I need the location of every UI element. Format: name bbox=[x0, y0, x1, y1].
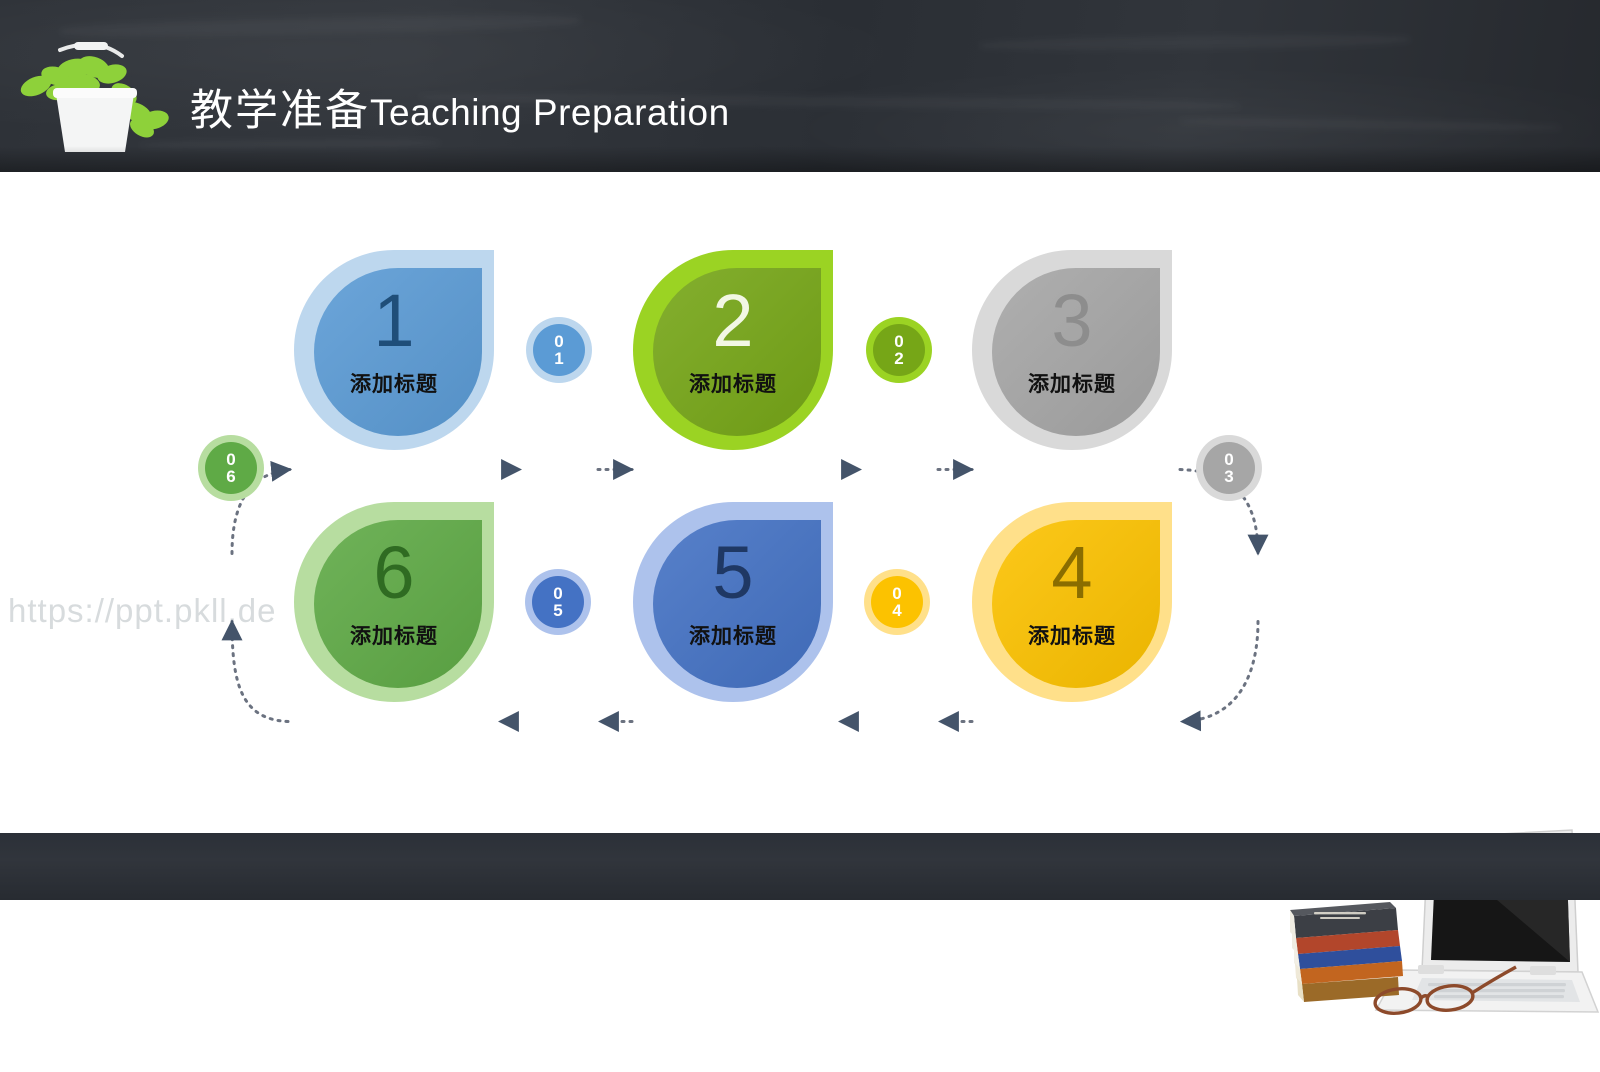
page-title-en: Teaching Preparation bbox=[370, 92, 730, 133]
step-marker-core: 0 4 bbox=[871, 576, 923, 628]
chalk-streak bbox=[1180, 117, 1560, 133]
card-label: 添加标题 bbox=[350, 625, 438, 648]
step-marker-01[interactable]: 0 1 bbox=[526, 317, 592, 383]
plant-bucket-icon bbox=[20, 42, 169, 152]
process-card-5[interactable]: 5 添加标题 bbox=[633, 502, 833, 702]
step-marker-02[interactable]: 0 2 bbox=[866, 317, 932, 383]
step-marker-core: 0 2 bbox=[873, 324, 925, 376]
step-digit-bottom: 2 bbox=[894, 349, 904, 368]
card-number: 6 bbox=[373, 531, 415, 614]
process-card-3[interactable]: 3 添加标题 bbox=[972, 250, 1172, 450]
card-body bbox=[992, 268, 1160, 436]
step-marker-05[interactable]: 0 5 bbox=[525, 569, 591, 635]
step-digit-bottom: 6 bbox=[226, 467, 236, 486]
step-marker-06[interactable]: 0 6 bbox=[198, 435, 264, 501]
card-body bbox=[653, 268, 821, 436]
card-label: 添加标题 bbox=[1028, 625, 1116, 648]
slide-body: https://ppt.pkll.de bbox=[0, 172, 1600, 1015]
step-digit-top: 0 bbox=[892, 584, 902, 603]
process-card-6[interactable]: 6 添加标题 bbox=[294, 502, 494, 702]
step-marker-core: 0 3 bbox=[1203, 442, 1255, 494]
step-digit-bottom: 5 bbox=[553, 601, 563, 620]
step-digit-top: 0 bbox=[226, 450, 236, 469]
step-marker-03[interactable]: 0 3 bbox=[1196, 435, 1262, 501]
footer-band bbox=[0, 833, 1600, 900]
card-body bbox=[653, 520, 821, 688]
card-body bbox=[992, 520, 1160, 688]
card-number: 4 bbox=[1051, 531, 1093, 614]
process-card-1[interactable]: 1 添加标题 bbox=[294, 250, 494, 450]
card-label: 添加标题 bbox=[689, 373, 777, 396]
card-number: 5 bbox=[712, 531, 754, 614]
card-body bbox=[314, 520, 482, 688]
card-number: 2 bbox=[712, 279, 754, 362]
card-body bbox=[314, 268, 482, 436]
process-card-2[interactable]: 2 添加标题 bbox=[633, 250, 833, 450]
card-label: 添加标题 bbox=[689, 625, 777, 648]
step-digit-bottom: 4 bbox=[892, 601, 902, 620]
watermark: https://ppt.pkll.de bbox=[8, 592, 277, 629]
step-digit-bottom: 1 bbox=[554, 349, 564, 368]
process-card-4[interactable]: 4 添加标题 bbox=[972, 502, 1172, 702]
card-label: 添加标题 bbox=[1028, 373, 1116, 396]
page-title-cn: 教学准备 bbox=[190, 87, 370, 135]
step-digit-top: 0 bbox=[554, 332, 564, 351]
card-label: 添加标题 bbox=[350, 373, 438, 396]
card-number: 1 bbox=[373, 279, 415, 362]
step-digit-top: 0 bbox=[553, 584, 563, 603]
step-marker-04[interactable]: 0 4 bbox=[864, 569, 930, 635]
chalk-streak bbox=[980, 33, 1410, 52]
slide-header: 教学准备Teaching Preparation bbox=[0, 0, 1600, 172]
step-digit-top: 0 bbox=[1224, 450, 1234, 469]
chalk-streak bbox=[140, 139, 440, 149]
step-marker-core: 0 6 bbox=[205, 442, 257, 494]
card-number: 3 bbox=[1051, 279, 1093, 362]
step-digit-top: 0 bbox=[894, 332, 904, 351]
step-marker-core: 0 5 bbox=[532, 576, 584, 628]
page-title: 教学准备Teaching Preparation bbox=[190, 76, 730, 138]
step-digit-bottom: 3 bbox=[1224, 467, 1234, 486]
step-marker-core: 0 1 bbox=[533, 324, 585, 376]
